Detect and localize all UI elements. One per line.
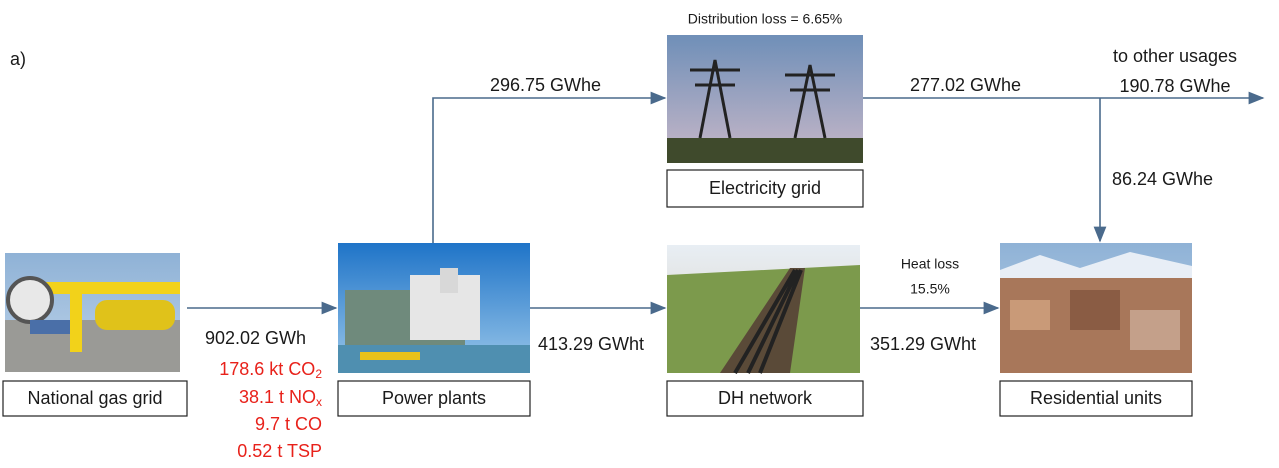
flow-label: 296.75 GWhe xyxy=(490,75,601,95)
node-label: National gas grid xyxy=(27,388,162,408)
gas-grid-photo xyxy=(5,253,180,372)
annotation: Heat loss xyxy=(901,256,959,272)
emission: 38.1 t NOx xyxy=(239,387,322,409)
node-label: DH network xyxy=(718,388,813,408)
electricity-grid-photo xyxy=(667,35,863,163)
node-label: Residential units xyxy=(1030,388,1162,408)
emission-text: 38.1 t NO xyxy=(239,387,316,407)
emission-text: 178.6 kt CO xyxy=(219,359,315,379)
emission-subscript: x xyxy=(316,395,322,409)
node-label: Power plants xyxy=(382,388,486,408)
residential-photo xyxy=(1000,243,1192,373)
flow-arrow xyxy=(433,98,665,243)
annotation: Distribution loss = 6.65% xyxy=(688,11,842,27)
flow-label: to other usages xyxy=(1113,46,1237,66)
emission: 9.7 t CO xyxy=(255,414,322,434)
node-label: Electricity grid xyxy=(709,178,821,198)
flow-label: 413.29 GWht xyxy=(538,334,644,354)
emission-text: 0.52 t TSP xyxy=(237,441,322,461)
annotation: 15.5% xyxy=(910,281,950,297)
emission-text: 9.7 t CO xyxy=(255,414,322,434)
emission: 178.6 kt CO2 xyxy=(219,359,322,381)
flow-label: 86.24 GWhe xyxy=(1112,169,1213,189)
emission-subscript: 2 xyxy=(315,367,322,381)
flow-label: 277.02 GWhe xyxy=(910,75,1021,95)
dh-network-photo xyxy=(667,245,860,373)
panel-label: a) xyxy=(10,49,26,69)
power-plants-photo xyxy=(338,243,530,373)
diagram: a) National gas grid Power plants Electr… xyxy=(0,0,1279,468)
flow-label: 190.78 GWhe xyxy=(1119,76,1230,96)
flow-label: 351.29 GWht xyxy=(870,334,976,354)
flow-label: 902.02 GWh xyxy=(205,328,306,348)
emission: 0.52 t TSP xyxy=(237,441,322,461)
